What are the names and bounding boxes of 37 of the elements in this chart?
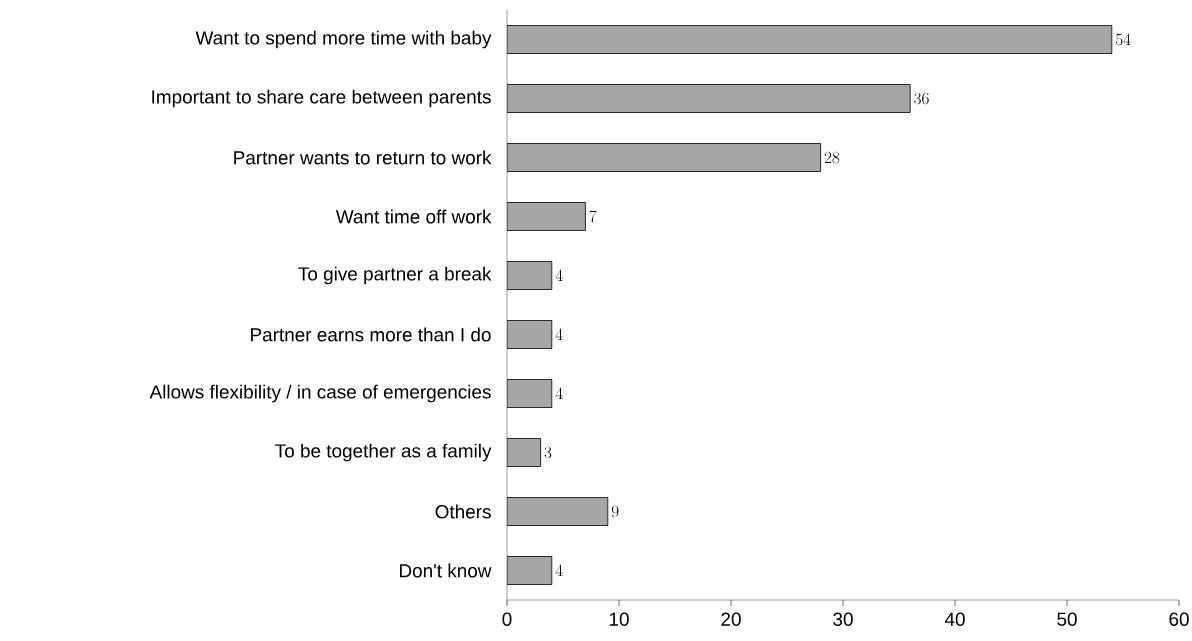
x-tick-label: 0 xyxy=(502,612,512,626)
y-tick-label: Want time off work xyxy=(335,209,492,224)
data-label: 4 xyxy=(555,387,563,400)
y-tick-label: To give partner a break xyxy=(298,266,492,285)
bar xyxy=(507,379,553,408)
x-tick-label: 30 xyxy=(833,612,853,626)
y-tick-label: Allows flexibility / in case of emergencies xyxy=(149,384,491,403)
bar xyxy=(507,202,586,231)
bar xyxy=(507,84,911,113)
y-tick-label: To be together as a family xyxy=(275,443,492,462)
x-tick-label: 40 xyxy=(944,612,965,626)
data-label: 9 xyxy=(611,505,619,518)
y-tick-label: Important to share care between parents xyxy=(152,89,491,108)
data-label: 7 xyxy=(589,210,597,223)
y-tick-label: Want to spend more time with baby xyxy=(195,30,492,49)
data-label: 4 xyxy=(555,269,563,282)
data-label: 36 xyxy=(914,92,929,105)
y-tick-label: Partner earns more than I do xyxy=(251,327,491,342)
bar xyxy=(507,25,1113,54)
y-tick-label: Partner wants to return to work xyxy=(234,150,492,165)
bar xyxy=(507,261,553,290)
data-label: 54 xyxy=(1115,33,1131,46)
bar xyxy=(507,556,553,585)
bar xyxy=(507,320,553,349)
y-tick-label: Don't know xyxy=(399,563,492,578)
x-tick-label: 10 xyxy=(609,612,629,626)
bar xyxy=(507,143,821,172)
data-label: 28 xyxy=(824,151,840,164)
bar xyxy=(507,438,541,467)
x-tick-label: 50 xyxy=(1057,612,1077,626)
data-label: 4 xyxy=(555,328,563,341)
x-tick-label: 20 xyxy=(721,612,741,626)
x-tick-label: 60 xyxy=(1169,612,1189,626)
data-label: 4 xyxy=(555,564,563,577)
data-label: 3 xyxy=(544,446,552,459)
bar xyxy=(507,497,609,526)
y-tick-label: Others xyxy=(435,504,491,519)
